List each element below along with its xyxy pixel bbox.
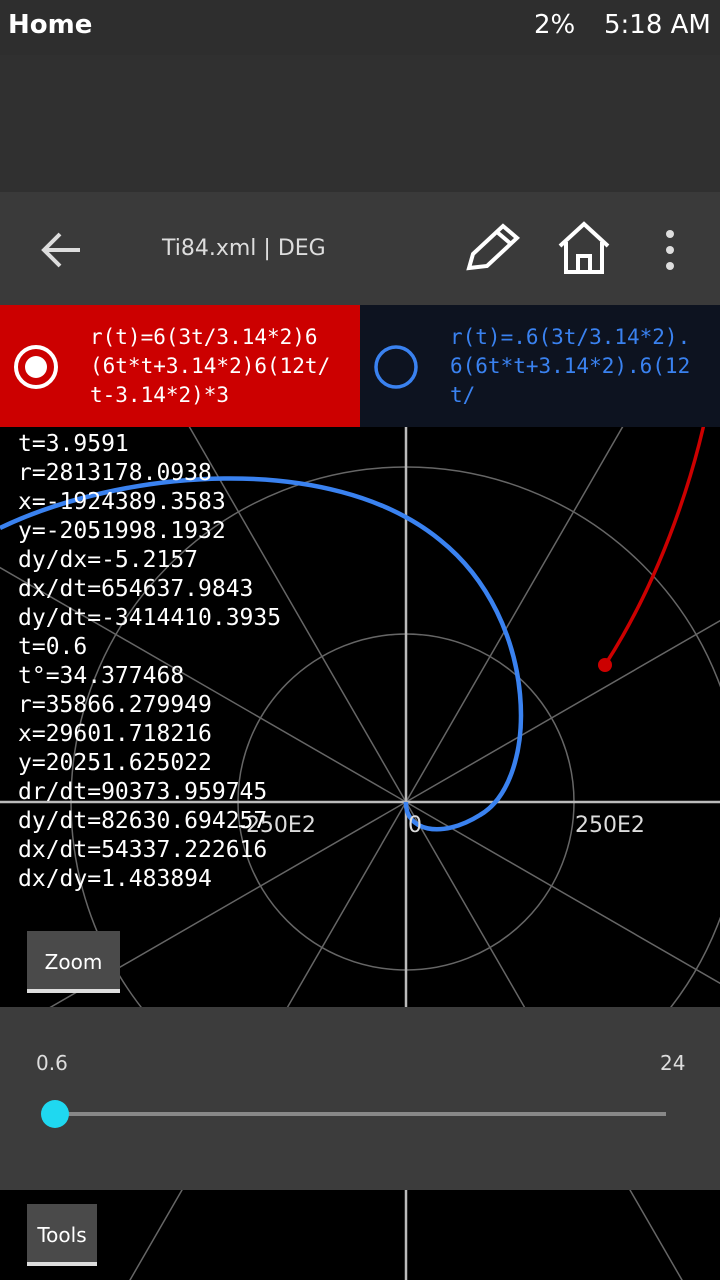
slider-panel: 0.6 24: [0, 1007, 720, 1190]
readout-line: x=29601.718216: [18, 721, 212, 747]
readout-line: r=2813178.0938: [18, 460, 212, 486]
blue-curve: [0, 476, 524, 832]
edit-button[interactable]: [465, 222, 523, 272]
function-tab[interactable]: r(t)=.6(3t/3.14*2).6(6t*t+3.14*2).6(12t/: [360, 305, 720, 427]
function-expression: r(t)=.6(3t/3.14*2).6(6t*t+3.14*2).6(12t/: [450, 325, 691, 407]
readout-line: y=-2051998.1932: [18, 518, 226, 544]
toolbar: Ti84.xml | DEG: [0, 192, 720, 305]
radio-unselected[interactable]: [372, 343, 420, 391]
tools-button[interactable]: Tools: [27, 1204, 97, 1266]
readout-line: t=0.6: [18, 634, 88, 660]
back-button[interactable]: [40, 228, 84, 272]
battery: 2%: [534, 10, 576, 40]
readout: t=3.9591 r=2813178.0938 x=-1924389.3583 y=-…: [18, 430, 281, 894]
zoom-button[interactable]: Zoom: [27, 931, 120, 993]
status-bar: Home 2% 5:18 AM: [0, 0, 720, 55]
slider-max: 24: [660, 1051, 686, 1075]
readout-line: dx/dt=654637.9843: [18, 576, 254, 602]
readout-line: y=20251.625022: [18, 750, 212, 776]
trace-point: [598, 658, 612, 672]
function-expression: r(t)=6(3t/3.14*2)6(6t*t+3.14*2)6(12t/t-3…: [90, 325, 331, 407]
spacer: [0, 55, 720, 192]
slider[interactable]: [30, 1097, 680, 1137]
readout-line: dy/dx=-5.2157: [18, 547, 199, 573]
readout-line: dx/dt=54337.222616: [18, 837, 268, 863]
clock: 5:18 AM: [604, 10, 711, 40]
readout-line: x=-1924389.3583: [18, 489, 226, 515]
axis-label: 0: [408, 813, 422, 838]
readout-line: t=3.9591: [18, 431, 129, 457]
readout-line: dy/dt=82630.694257: [18, 808, 268, 834]
function-tab[interactable]: r(t)=6(3t/3.14*2)6(6t*t+3.14*2)6(12t/t-3…: [0, 305, 360, 427]
home-button[interactable]: [556, 220, 612, 276]
radio-selected[interactable]: [12, 343, 60, 391]
menu-button[interactable]: [660, 228, 680, 272]
file-title: Ti84.xml | DEG: [162, 236, 326, 261]
slider-min: 0.6: [36, 1051, 68, 1075]
readout-line: dx/dy=1.483894: [18, 866, 212, 892]
readout-line: dy/dt=-3414410.3935: [18, 605, 282, 631]
readout-line: t°=34.377468: [18, 663, 185, 689]
readout-line: dr/dt=90373.959745: [18, 779, 268, 805]
status-app: Home: [8, 10, 93, 40]
readout-line: r=35866.279949: [18, 692, 212, 718]
axis-label: 250E2: [575, 813, 645, 838]
axis-label: -250E2: [238, 813, 316, 838]
slider-thumb[interactable]: [41, 1100, 69, 1128]
